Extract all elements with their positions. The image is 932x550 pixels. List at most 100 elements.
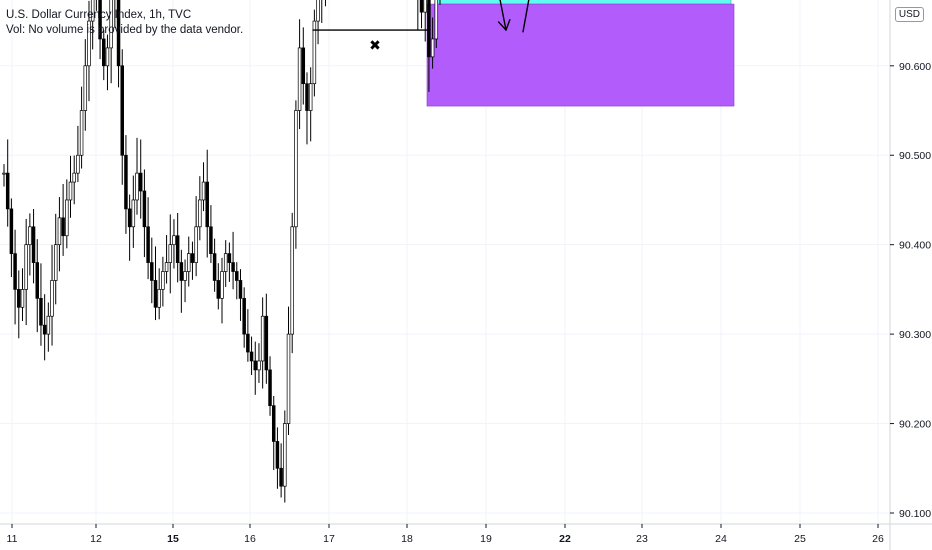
candle <box>194 226 198 263</box>
candle <box>316 0 320 22</box>
x-mark-icon: ✖ <box>369 38 381 54</box>
candle <box>238 280 243 299</box>
x-axis: 11 12 15 16 17 18 19 22 23 24 25 26 <box>7 524 884 545</box>
candle <box>153 280 158 308</box>
candle <box>223 253 228 272</box>
candle <box>308 83 313 111</box>
candle <box>175 235 180 263</box>
candle <box>39 297 43 326</box>
candle <box>57 217 62 246</box>
arrow-down-retest-head-b <box>505 19 511 31</box>
chart-header: U.S. Dollar Currency Index, 1h, TVC Vol:… <box>6 8 243 38</box>
candle <box>430 38 435 58</box>
cyan-zone <box>435 0 732 5</box>
arrow-down-retest-head-a <box>497 21 507 31</box>
candle <box>61 217 65 237</box>
candle <box>146 226 150 263</box>
candle <box>28 226 32 246</box>
candle <box>157 289 161 308</box>
candle <box>260 315 265 362</box>
candle <box>427 0 431 58</box>
candle <box>150 262 154 281</box>
demand-zones <box>426 0 735 107</box>
candle <box>131 199 136 228</box>
candle <box>172 235 176 246</box>
x-tick-label: 25 <box>794 533 806 545</box>
x-tick-label: 23 <box>636 533 648 545</box>
candle <box>279 467 283 487</box>
candle <box>79 110 84 156</box>
candle <box>42 324 47 335</box>
x-tick-label: 12 <box>90 533 102 545</box>
chart-title: U.S. Dollar Currency Index, 1h, TVC <box>6 9 192 21</box>
candle <box>20 289 25 308</box>
candle <box>286 333 291 424</box>
candle <box>434 0 439 40</box>
candle <box>109 0 113 49</box>
candle <box>68 181 73 201</box>
x-tick-label: 15 <box>167 533 179 545</box>
candle <box>205 181 209 228</box>
candle <box>242 297 246 335</box>
x-tick-label: 18 <box>401 533 413 545</box>
candle <box>212 253 217 281</box>
candles <box>2 0 441 503</box>
candle <box>87 20 91 67</box>
candle <box>13 253 17 290</box>
candle <box>164 262 169 272</box>
y-axis: 91.20091.10091.00090.90090.79090.60090.5… <box>890 61 931 520</box>
candle <box>257 360 261 371</box>
candle <box>24 244 28 290</box>
candle <box>17 289 21 308</box>
chart-subtitle: Vol: No volume is provided by the data v… <box>6 24 244 36</box>
x-tick-label: 26 <box>872 533 884 545</box>
candle <box>301 47 306 85</box>
grid-lines <box>0 0 890 524</box>
candle <box>31 226 36 263</box>
candle <box>124 154 128 210</box>
candle <box>116 0 121 67</box>
drawn-annotations: ✖ <box>312 0 530 54</box>
y-tick-label: 90.400 <box>899 240 931 252</box>
candle <box>2 172 6 175</box>
arrow-down-retest-shaft <box>499 0 507 31</box>
candle <box>283 423 287 487</box>
x-tick-label: 24 <box>715 533 727 545</box>
candle <box>98 0 102 40</box>
purple-zone <box>426 3 735 107</box>
candle <box>216 280 221 299</box>
candle <box>168 244 173 263</box>
y-tick-label: 90.500 <box>899 150 931 162</box>
candle <box>161 271 165 290</box>
x-tick-label: 17 <box>323 533 335 545</box>
candle <box>190 253 195 263</box>
candle <box>201 181 206 201</box>
y-tick-label: 90.600 <box>899 61 931 73</box>
candle <box>264 315 269 371</box>
candle <box>209 226 213 254</box>
x-tick-label: 11 <box>7 533 18 545</box>
y-tick-label: 90.300 <box>899 329 931 341</box>
candle <box>72 172 76 183</box>
candle <box>305 83 309 111</box>
y-tick-label: 90.100 <box>899 508 931 520</box>
candle <box>138 172 143 192</box>
candle <box>179 262 184 281</box>
currency-badge[interactable]: USD <box>894 7 924 22</box>
candle <box>65 199 69 237</box>
candle <box>253 360 258 371</box>
candle <box>312 20 317 85</box>
candle <box>220 271 224 299</box>
x-tick-label: 16 <box>244 533 256 545</box>
candle <box>83 65 88 111</box>
candle <box>105 47 110 67</box>
candle <box>35 262 40 299</box>
candle <box>271 405 276 442</box>
x-tick-label: 22 <box>559 533 571 545</box>
candle <box>183 271 187 281</box>
candle <box>290 226 294 335</box>
candle <box>76 154 80 174</box>
candle <box>142 190 147 228</box>
candle <box>423 0 427 13</box>
